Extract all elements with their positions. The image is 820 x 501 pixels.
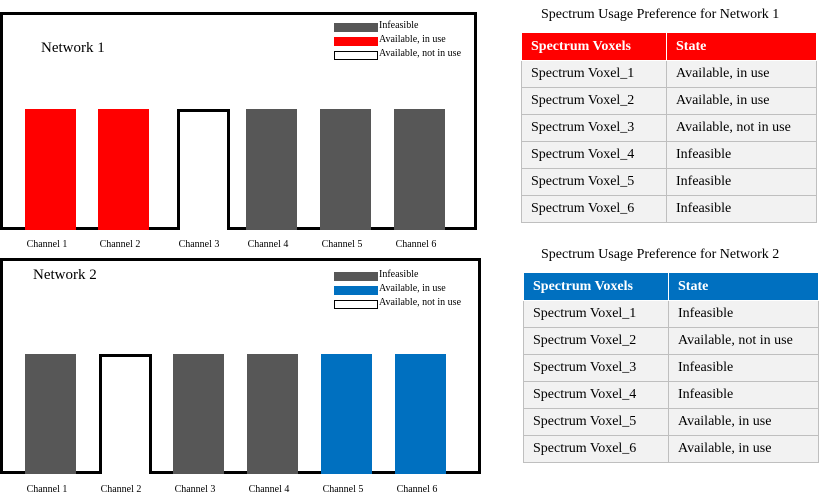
channel-bar-1-infeasible: [25, 354, 76, 474]
voxel-cell: Spectrum Voxel_3: [521, 114, 667, 142]
state-cell: Infeasible: [668, 300, 819, 328]
table1-header-row: Spectrum Voxels State: [521, 32, 817, 61]
channel-bar-3-infeasible: [173, 354, 224, 474]
channel-bar-2-not-in-use: [99, 354, 152, 474]
state-cell: Infeasible: [666, 168, 817, 196]
channel-label: Channel 1: [26, 239, 68, 250]
table-row: Spectrum Voxel_6 Available, in use: [523, 435, 819, 463]
legend-swatch-infeasible: [334, 272, 378, 281]
voxel-cell: Spectrum Voxel_2: [521, 87, 667, 115]
state-cell: Infeasible: [668, 354, 819, 382]
legend-not-in-use: Available, not in use: [334, 48, 484, 61]
channel-label: Channel 3: [174, 484, 216, 495]
channel-label: Channel 2: [100, 484, 142, 495]
table1-header-state: State: [666, 32, 817, 61]
legend-in-use: Available, in use: [334, 34, 484, 47]
legend-infeasible: Infeasible: [334, 20, 484, 33]
channel-bar-4-infeasible: [246, 109, 297, 230]
channel-bar-5-in-use: [321, 354, 372, 474]
state-cell: Available, in use: [666, 87, 817, 115]
voxel-cell: Spectrum Voxel_2: [523, 327, 669, 355]
table1-title: Spectrum Usage Preference for Network 1: [541, 7, 780, 22]
channel-label: Channel 2: [99, 239, 141, 250]
channel-label: Channel 4: [247, 239, 289, 250]
state-cell: Available, in use: [668, 435, 819, 463]
table-row: Spectrum Voxel_5 Infeasible: [521, 168, 817, 196]
voxel-cell: Spectrum Voxel_4: [523, 381, 669, 409]
channel-label: Channel 6: [396, 484, 438, 495]
channel-label: Channel 5: [321, 239, 363, 250]
table-row: Spectrum Voxel_4 Infeasible: [523, 381, 819, 409]
table-row: Spectrum Voxel_5 Available, in use: [523, 408, 819, 436]
network1-title: Network 1: [41, 40, 105, 56]
legend-label-not-in-use: Available, not in use: [379, 48, 462, 59]
table2-header-voxels: Spectrum Voxels: [523, 272, 669, 301]
voxel-cell: Spectrum Voxel_6: [523, 435, 669, 463]
table-row: Spectrum Voxel_4 Infeasible: [521, 141, 817, 169]
table2-header-row: Spectrum Voxels State: [523, 272, 819, 301]
channel-bar-6-in-use: [395, 354, 446, 474]
legend-label-in-use: Available, in use: [379, 34, 446, 45]
voxel-cell: Spectrum Voxel_3: [523, 354, 669, 382]
legend-swatch-not-in-use: [334, 51, 378, 60]
table2-title: Spectrum Usage Preference for Network 2: [541, 247, 780, 262]
table1: Spectrum Voxels State Spectrum Voxel_1 Av…: [521, 32, 817, 223]
table-row: Spectrum Voxel_2 Available, not in use: [523, 327, 819, 355]
voxel-cell: Spectrum Voxel_4: [521, 141, 667, 169]
table2: Spectrum Voxels State Spectrum Voxel_1 In…: [523, 272, 819, 463]
legend-swatch-not-in-use: [334, 300, 378, 309]
state-cell: Infeasible: [666, 141, 817, 169]
voxel-cell: Spectrum Voxel_5: [523, 408, 669, 436]
channel-bar-4-infeasible: [247, 354, 298, 474]
table-row: Spectrum Voxel_3 Infeasible: [523, 354, 819, 382]
channel-label: Channel 5: [322, 484, 364, 495]
table-row: Spectrum Voxel_2 Available, in use: [521, 87, 817, 115]
legend-label-infeasible: Infeasible: [379, 269, 419, 280]
channel-bar-1-in-use: [25, 109, 76, 230]
legend-in-use: Available, in use: [334, 283, 484, 296]
table-row: Spectrum Voxel_6 Infeasible: [521, 195, 817, 223]
legend-label-infeasible: Infeasible: [379, 20, 419, 31]
channel-label: Channel 3: [178, 239, 220, 250]
voxel-cell: Spectrum Voxel_5: [521, 168, 667, 196]
table-row: Spectrum Voxel_3 Available, not in use: [521, 114, 817, 142]
channel-label: Channel 6: [395, 239, 437, 250]
state-cell: Available, not in use: [668, 327, 819, 355]
network2-panel: Network 2 Infeasible Available, in use A…: [0, 258, 481, 474]
table2-header-state: State: [668, 272, 819, 301]
legend-label-in-use: Available, in use: [379, 283, 446, 294]
channel-bar-3-not-in-use: [177, 109, 230, 230]
state-cell: Available, in use: [666, 60, 817, 88]
legend-not-in-use: Available, not in use: [334, 297, 484, 310]
channel-label: Channel 1: [26, 484, 68, 495]
table-row: Spectrum Voxel_1 Available, in use: [521, 60, 817, 88]
legend-swatch-in-use: [334, 286, 378, 295]
state-cell: Infeasible: [668, 381, 819, 409]
state-cell: Infeasible: [666, 195, 817, 223]
voxel-cell: Spectrum Voxel_1: [523, 300, 669, 328]
legend-swatch-in-use: [334, 37, 378, 46]
state-cell: Available, not in use: [666, 114, 817, 142]
state-cell: Available, in use: [668, 408, 819, 436]
network2-title: Network 2: [33, 267, 97, 283]
voxel-cell: Spectrum Voxel_1: [521, 60, 667, 88]
legend-swatch-infeasible: [334, 23, 378, 32]
channel-bar-2-in-use: [98, 109, 149, 230]
table1-header-voxels: Spectrum Voxels: [521, 32, 667, 61]
channel-label: Channel 4: [248, 484, 290, 495]
legend-label-not-in-use: Available, not in use: [379, 297, 462, 308]
channel-bar-6-infeasible: [394, 109, 445, 230]
table-row: Spectrum Voxel_1 Infeasible: [523, 300, 819, 328]
legend-infeasible: Infeasible: [334, 269, 484, 282]
network1-panel: Network 1 Infeasible Available, in use A…: [0, 12, 477, 230]
channel-bar-5-infeasible: [320, 109, 371, 230]
voxel-cell: Spectrum Voxel_6: [521, 195, 667, 223]
